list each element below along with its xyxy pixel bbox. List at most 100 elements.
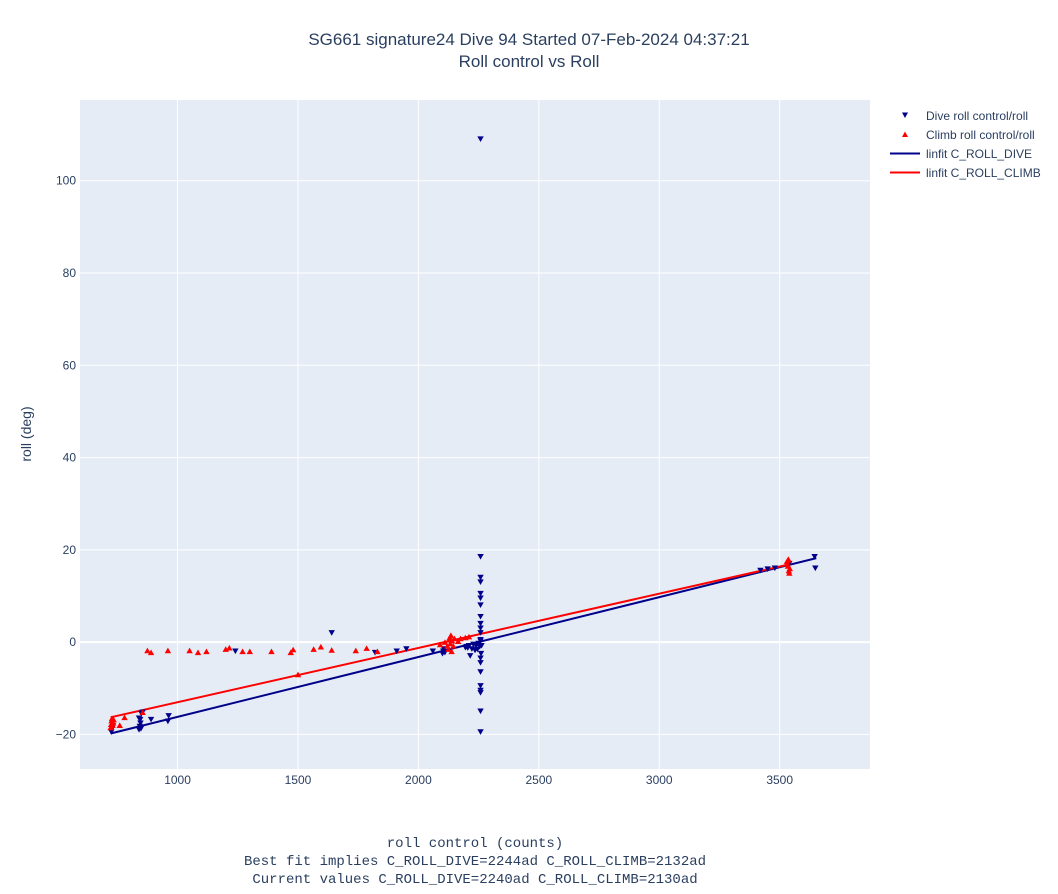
dive-point	[137, 720, 144, 727]
dive-point	[477, 729, 484, 735]
triangle-down-icon	[902, 112, 908, 118]
dive-point	[477, 602, 484, 609]
legend-label: Climb roll control/roll	[926, 127, 1035, 142]
climb-point	[448, 648, 455, 655]
x-tick-label: 1000	[164, 773, 191, 787]
dive-point	[477, 690, 484, 696]
climb-point	[239, 648, 246, 655]
dive-point	[477, 613, 484, 620]
climb-point	[450, 643, 457, 649]
gridlines	[80, 100, 870, 769]
climb-point	[110, 716, 117, 723]
line-swatch-icon	[890, 152, 920, 155]
climb-point	[144, 647, 151, 654]
dive-point	[164, 718, 172, 725]
dive-point	[477, 620, 484, 627]
x-tick-label: 2000	[405, 773, 432, 787]
climb-point	[116, 722, 123, 728]
triangle-up-icon	[902, 131, 908, 137]
dive-point	[232, 648, 239, 655]
climb-point	[451, 635, 458, 642]
climb-point	[294, 671, 302, 678]
climb-point	[226, 644, 233, 651]
dive-point	[477, 683, 484, 689]
data-markers	[107, 136, 819, 735]
y-tick-label: −20	[56, 727, 77, 741]
legend[interactable]: Dive roll control/roll Climb roll contro…	[888, 106, 1041, 182]
climb-point	[457, 635, 464, 642]
dive-point	[477, 669, 484, 675]
climb-point	[310, 646, 317, 652]
climb-point	[317, 643, 325, 650]
climb-point	[465, 633, 473, 640]
climb-point	[445, 646, 452, 652]
plot-area	[80, 100, 870, 769]
legend-item-dive-markers[interactable]: Dive roll control/roll	[888, 106, 1041, 125]
dive-point	[477, 660, 484, 666]
climb-point	[374, 648, 381, 655]
dive-point	[757, 567, 764, 574]
x-tick-label: 3000	[646, 773, 673, 787]
legend-label: linfit C_ROLL_CLIMB	[926, 165, 1041, 180]
dive-point	[811, 553, 818, 560]
legend-item-dive-fit[interactable]: linfit C_ROLL_DIVE	[888, 144, 1041, 163]
dive-point	[137, 716, 144, 723]
legend-item-climb-fit[interactable]: linfit C_ROLL_CLIMB	[888, 163, 1041, 182]
dive-point	[477, 595, 484, 602]
y-axis-label: roll (deg)	[18, 406, 34, 461]
x-tick-labels: 1000 1500 2000 2500 3000 3500	[164, 773, 793, 787]
dive-point	[477, 136, 484, 143]
dive-point	[147, 716, 155, 723]
climb-point	[352, 647, 359, 654]
dive-point	[466, 653, 474, 659]
dive-point	[108, 729, 115, 735]
dive-point	[328, 630, 335, 636]
climb-point	[784, 557, 792, 563]
current-values-annotation: Current values C_ROLL_DIVE=2240ad C_ROLL…	[252, 872, 698, 888]
dive-point	[477, 579, 484, 585]
dive-point	[477, 553, 484, 560]
climb-point	[203, 648, 210, 655]
best-fit-annotation: Best fit implies C_ROLL_DIVE=2244ad C_RO…	[243, 854, 707, 870]
dive-point	[477, 637, 484, 643]
dive-point	[771, 565, 779, 572]
climb-point	[164, 647, 172, 654]
climb-point	[441, 639, 449, 645]
dive-point	[429, 648, 437, 655]
climb-point	[110, 720, 117, 726]
climb-point	[121, 714, 128, 721]
chart-title: SG661 signature24 Dive 94 Started 07-Feb…	[308, 30, 750, 49]
climb-point	[786, 570, 793, 576]
climb-point	[139, 709, 146, 716]
y-tick-label: 60	[63, 358, 77, 372]
climb-point	[363, 645, 370, 651]
climb-point	[268, 648, 275, 655]
y-tick-labels: −20 0 20 40 60 80 100	[56, 174, 77, 742]
x-axis-label: roll control (counts)	[386, 836, 564, 852]
legend-label: Dive roll control/roll	[926, 108, 1029, 123]
y-tick-label: 20	[63, 543, 77, 557]
chart-subtitle: Roll control vs Roll	[458, 52, 600, 71]
dive-point	[812, 565, 819, 572]
dive-point	[477, 655, 484, 662]
x-tick-label: 3500	[766, 773, 793, 787]
dive-point	[465, 643, 473, 649]
dive-point	[393, 648, 400, 655]
climb-point	[436, 641, 444, 648]
legend-label: linfit C_ROLL_DIVE	[926, 146, 1033, 161]
climb-point	[328, 647, 335, 653]
dive-point	[764, 566, 771, 573]
dive-point	[477, 650, 485, 657]
climb-point	[194, 649, 202, 656]
climb-point	[186, 647, 193, 654]
dive-point	[137, 726, 145, 732]
dive-point	[403, 646, 410, 652]
dive-point	[462, 644, 469, 651]
dive-point	[165, 713, 172, 719]
x-tick-label: 1500	[285, 773, 312, 787]
legend-item-climb-markers[interactable]: Climb roll control/roll	[888, 125, 1041, 144]
climb-point	[447, 632, 455, 638]
dive-point	[477, 630, 484, 636]
climb-point	[786, 565, 793, 572]
